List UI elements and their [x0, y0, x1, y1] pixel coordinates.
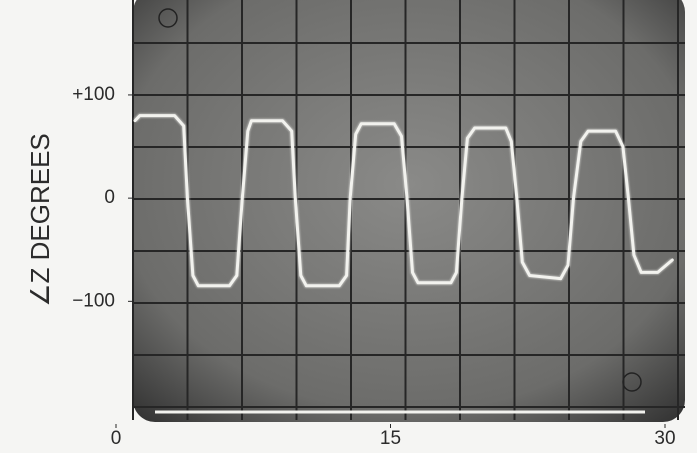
logo: [158, 8, 178, 28]
y-axis-label: ∠Z DEGREES: [25, 133, 55, 307]
x-tick-label: 15: [380, 428, 401, 449]
logo: [622, 372, 642, 392]
y-tick-label: −100: [72, 290, 115, 311]
y-tick-label: 0: [104, 187, 115, 208]
trace: [133, 114, 674, 288]
x-tick-label: 30: [654, 428, 675, 449]
x-tick-label: 0: [111, 428, 122, 449]
y-tick-label: +100: [72, 84, 115, 105]
